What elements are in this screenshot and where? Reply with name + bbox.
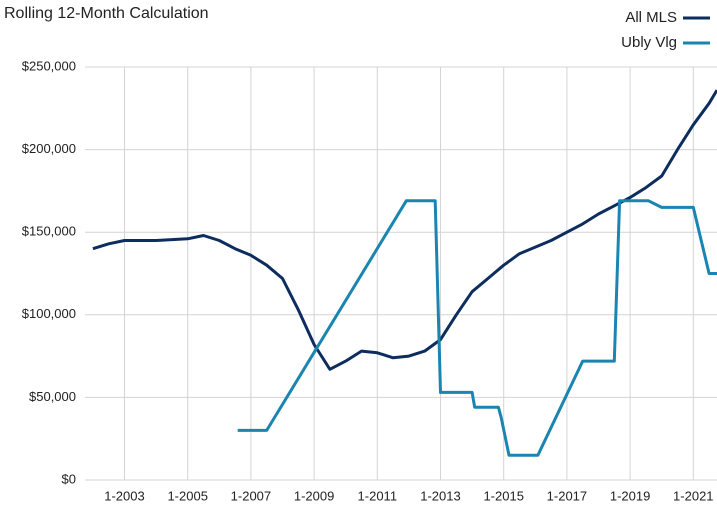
y-tick-label: $250,000 bbox=[22, 58, 76, 73]
y-tick-label: $50,000 bbox=[29, 389, 76, 404]
x-tick-label: 1-2003 bbox=[104, 488, 144, 503]
chart-title: Rolling 12-Month Calculation bbox=[4, 5, 209, 22]
x-tick-label: 1-2007 bbox=[231, 488, 271, 503]
x-tick-label: 1-2019 bbox=[610, 488, 650, 503]
legend-label: All MLS bbox=[625, 9, 677, 26]
x-tick-label: 1-2021 bbox=[673, 488, 713, 503]
x-tick-label: 1-2017 bbox=[547, 488, 587, 503]
y-tick-label: $150,000 bbox=[22, 224, 76, 239]
legend-label: Ubly Vlg bbox=[621, 34, 677, 51]
x-tick-label: 1-2011 bbox=[358, 488, 398, 503]
x-tick-label: 1-2015 bbox=[483, 488, 523, 503]
y-tick-label: $100,000 bbox=[22, 306, 76, 321]
y-tick-label: $0 bbox=[62, 471, 76, 486]
y-tick-label: $200,000 bbox=[22, 141, 76, 156]
x-tick-label: 1-2013 bbox=[420, 488, 460, 503]
line bbox=[237, 199, 717, 457]
line bbox=[92, 89, 717, 371]
x-tick-label: 1-2009 bbox=[294, 488, 334, 503]
x-tick-label: 1-2005 bbox=[167, 488, 207, 503]
